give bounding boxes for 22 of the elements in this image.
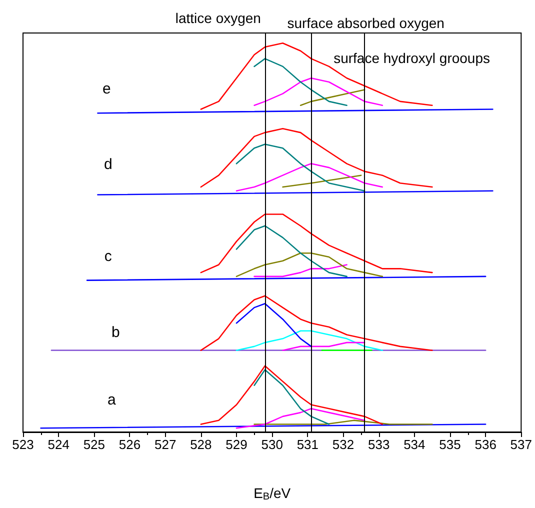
x-tick-label: 535	[439, 437, 461, 452]
x-tick-label: 531	[296, 437, 319, 452]
x-tick-label: 532	[332, 437, 354, 452]
x-tick-label: 526	[118, 437, 141, 452]
x-tick-label: 527	[154, 437, 176, 452]
annotation: d	[104, 156, 112, 174]
annotation: c	[104, 248, 112, 265]
x-tick-label: 537	[510, 437, 532, 452]
x-tick-label: 529	[226, 437, 248, 452]
ref-line-label: lattice oxygen	[175, 10, 261, 26]
x-tick-label: 534	[404, 437, 426, 452]
annotation: e	[102, 80, 111, 98]
annotation: a	[108, 392, 116, 409]
x-tick-label: 523	[12, 437, 34, 452]
x-tick-label: 528	[190, 437, 212, 452]
x-tick-label: 530	[261, 437, 283, 452]
annotation: b	[111, 324, 120, 341]
x-tick-label: 533	[368, 437, 390, 452]
x-tick-label: 524	[48, 437, 70, 452]
x-tick-label: 525	[83, 437, 106, 452]
ref-line-label: surface absorbed oxygen	[287, 15, 444, 31]
x-tick-label: 536	[474, 437, 496, 452]
